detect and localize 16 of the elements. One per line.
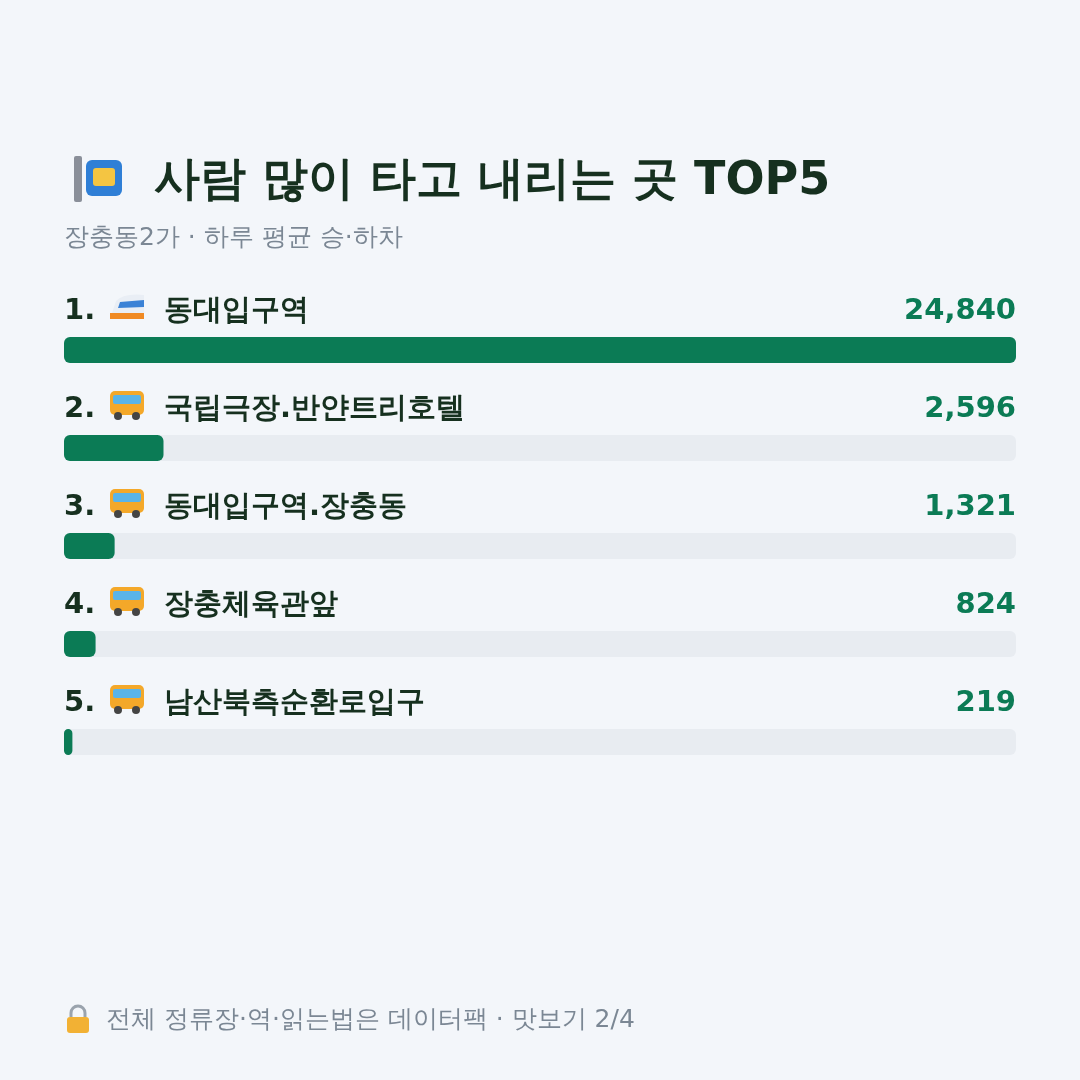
category-label: 4. 장충체육관앞 [64, 586, 338, 620]
chart-title: 사람 많이 타고 내리는 곳 TOP5 [154, 150, 831, 207]
data-label: 2,596 [924, 390, 1016, 424]
category-label: 1. 동대입구역 [64, 292, 309, 326]
chart-subtitle: 장충동2가 · 하루 평균 승·하차 [64, 221, 403, 253]
data-label: 824 [955, 586, 1016, 620]
text: 전체 정류장·역·읽는법은 데이터팩 · 맛보기 2/4 [106, 1003, 635, 1035]
category-label: 2. 국립극장.반얀트리호텔 [64, 390, 466, 424]
category-label: 3. 동대입구역.장충동 [64, 488, 408, 522]
bar [64, 631, 96, 657]
category-label: 5. 남산북측순환로입구 [64, 684, 425, 718]
bar [64, 435, 164, 461]
data-label: 1,321 [924, 488, 1016, 522]
data-label: 24,840 [904, 292, 1016, 326]
bar [64, 533, 115, 559]
data-label: 219 [955, 684, 1016, 718]
